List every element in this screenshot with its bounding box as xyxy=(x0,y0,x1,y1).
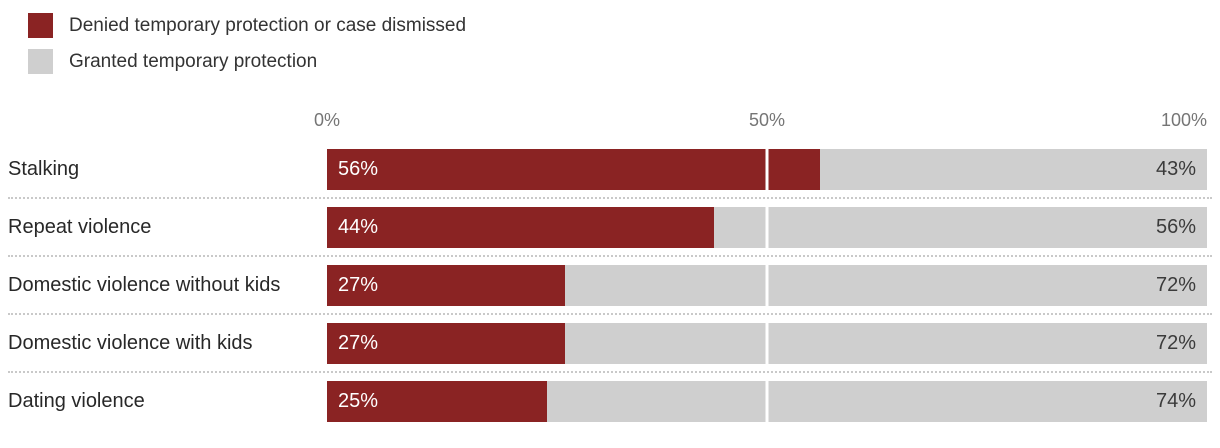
category-label: Dating violence xyxy=(8,390,145,412)
bar-row: Dating violence 25% 74% xyxy=(0,381,1220,422)
denied-color-swatch-icon xyxy=(28,13,53,38)
row-separator xyxy=(8,313,1212,315)
granted-color-swatch-icon xyxy=(28,49,53,74)
granted-value-label: 43% xyxy=(1155,158,1196,180)
denied-bar-segment: 27% xyxy=(327,265,565,306)
bar-track: 25% 74% xyxy=(327,381,1207,422)
denied-value-label: 25% xyxy=(338,390,379,412)
fifty-percent-gridline xyxy=(765,323,769,364)
granted-bar-segment: 72% xyxy=(564,323,1207,364)
granted-bar-segment: 56% xyxy=(714,207,1207,248)
bar-track: 27% 72% xyxy=(327,265,1207,306)
x-axis-tick-0: 0% xyxy=(313,110,341,130)
category-label: Domestic violence with kids xyxy=(8,332,253,354)
bar-row: Repeat violence 44% 56% xyxy=(0,207,1220,248)
bar-track: 27% 72% xyxy=(327,323,1207,364)
denied-bar-segment: 25% xyxy=(327,381,547,422)
fifty-percent-gridline xyxy=(765,265,769,306)
legend-label-denied: Denied temporary protection or case dism… xyxy=(69,14,467,36)
category-label: Stalking xyxy=(8,158,80,180)
fifty-percent-gridline xyxy=(765,207,769,248)
denied-value-label: 27% xyxy=(338,274,379,296)
bar-row: Domestic violence with kids 27% 72% xyxy=(0,323,1220,364)
bar-row: Domestic violence without kids 27% 72% xyxy=(0,265,1220,306)
chart-rows: Stalking 56% 43% Repeat violence 44% 56%… xyxy=(0,149,1220,422)
legend-item-granted: Granted temporary protection xyxy=(28,49,466,74)
granted-value-label: 72% xyxy=(1155,332,1196,354)
category-label: Repeat violence xyxy=(8,216,152,238)
legend-item-denied: Denied temporary protection or case dism… xyxy=(28,13,466,38)
bar-track: 56% 43% xyxy=(327,149,1207,190)
denied-bar-segment: 44% xyxy=(327,207,715,248)
granted-value-label: 74% xyxy=(1155,390,1196,412)
row-separator xyxy=(8,255,1212,257)
granted-bar-segment: 72% xyxy=(564,265,1207,306)
row-separator xyxy=(8,197,1212,199)
granted-bar-segment: 74% xyxy=(547,381,1207,422)
legend-label-granted: Granted temporary protection xyxy=(69,50,318,72)
fifty-percent-gridline xyxy=(765,149,769,190)
granted-value-label: 72% xyxy=(1155,274,1196,296)
bar-track: 44% 56% xyxy=(327,207,1207,248)
granted-bar-segment: 43% xyxy=(819,149,1207,190)
row-separator xyxy=(8,371,1212,373)
denied-value-label: 56% xyxy=(338,158,379,180)
denied-bar-segment: 27% xyxy=(327,323,565,364)
denied-value-label: 44% xyxy=(338,216,379,238)
denied-value-label: 27% xyxy=(338,332,379,354)
denied-bar-segment: 56% xyxy=(327,149,820,190)
x-axis-tick-100: 100% xyxy=(1160,110,1207,130)
chart-legend: Denied temporary protection or case dism… xyxy=(28,13,466,85)
x-axis: 0% 50% 100% xyxy=(314,110,1207,134)
category-label: Domestic violence without kids xyxy=(8,274,281,296)
fifty-percent-gridline xyxy=(765,381,769,422)
x-axis-tick-50: 50% xyxy=(748,110,786,130)
bar-row: Stalking 56% 43% xyxy=(0,149,1220,190)
granted-value-label: 56% xyxy=(1155,216,1196,238)
